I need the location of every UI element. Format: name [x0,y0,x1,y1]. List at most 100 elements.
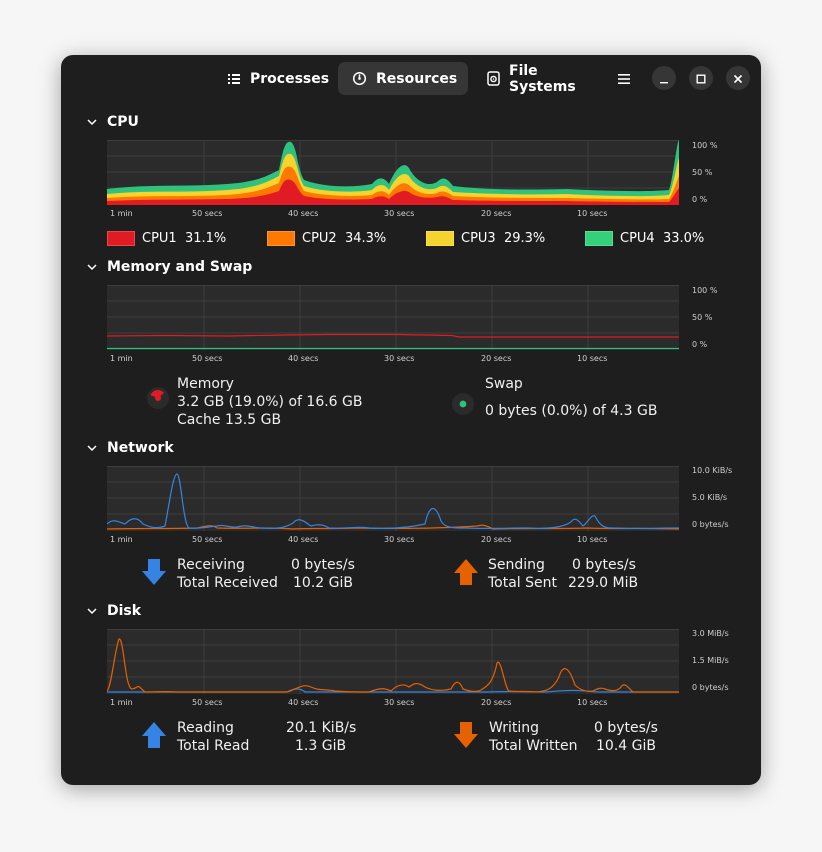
writing-label: Writing [489,720,539,736]
arrow-up-icon[interactable] [453,558,479,590]
network-section-toggle[interactable]: Network [87,440,174,456]
sending-values: 0 bytes/s 229.0 MiB [568,556,638,592]
minimize-button[interactable] [652,66,676,90]
swap-label: Swap [485,376,523,392]
memory-x-tick: 10 secs [577,354,608,363]
disk-graph [107,629,679,694]
tab-label: File Systems [509,62,576,95]
memory-y-tick: 0 % [692,340,708,349]
cpu-legend-cpu1: CPU1 31.1% [107,231,226,246]
tab-file-systems[interactable]: File Systems [473,62,603,95]
writing-value: 0 bytes/s [594,720,658,736]
memory-section-toggle[interactable]: Memory and Swap [87,259,252,275]
chevron-down-icon [87,259,97,275]
memory-pie-icon[interactable] [146,386,170,414]
network-y-tick: 5.0 KiB/s [692,493,728,502]
network-x-tick: 30 secs [384,535,415,544]
cpu-legend-value: 29.3% [503,231,546,246]
cpu-legend-name: CPU4 [620,231,655,246]
cpu-legend-name: CPU3 [461,231,496,246]
memory-y-tick: 100 % [692,286,718,295]
total-written-value: 10.4 GiB [596,738,656,754]
sending-labels: Sending Total Sent [488,556,557,592]
cpu-graph-canvas [107,140,679,205]
swap-info: Swap 0 bytes (0.0%) of 4.3 GB [485,375,657,420]
main-menu-button[interactable] [612,66,636,90]
receiving-values: 0 bytes/s 10.2 GiB [291,556,355,592]
swap-pie-icon[interactable] [451,392,475,420]
maximize-button[interactable] [689,66,713,90]
total-sent-label: Total Sent [488,575,558,591]
receiving-labels: Receiving Total Received [177,556,278,592]
disk-y-tick: 3.0 MiB/s [692,629,729,638]
cpu-section-title: CPU [107,114,139,130]
receiving-label: Receiving [177,557,245,573]
receiving-value: 0 bytes/s [291,557,355,573]
cpu2-series [107,166,679,205]
reading-values: 20.1 KiB/s 1.3 GiB [286,719,356,755]
reading-value: 20.1 KiB/s [286,720,357,736]
cpu-x-tick: 30 secs [384,209,415,218]
gauge-icon [352,71,367,86]
network-received-line [107,473,679,530]
arrow-down-icon[interactable] [141,558,167,590]
memory-used: 3.2 GB (19.0%) of 16.6 GB [177,394,363,410]
header-bar: Processes Resources File Systems [61,55,761,101]
cpu-legend-cpu2: CPU2 34.3% [267,231,386,246]
total-read-label: Total Read [177,738,250,754]
sending-value: 0 bytes/s [572,557,636,573]
memory-y-tick: 50 % [692,313,713,322]
disk-section-toggle[interactable]: Disk [87,603,141,619]
list-icon [227,72,241,86]
memory-label: Memory [177,376,234,392]
cpu-legend-name: CPU2 [302,231,337,246]
cpu-graph [107,140,679,205]
chevron-down-icon [87,603,97,619]
tab-processes[interactable]: Processes [213,62,330,95]
arrow-down-icon[interactable] [453,721,479,753]
cpu1-series [107,179,679,205]
memory-x-tick: 30 secs [384,354,415,363]
cpu-legend-value: 34.3% [344,231,387,246]
network-section-title: Network [107,440,174,456]
memory-graph [107,285,679,350]
reading-label: Reading [177,720,234,736]
total-received-value: 10.2 GiB [293,575,353,591]
minimize-icon [659,69,669,88]
disk-x-tick: 40 secs [288,698,319,707]
cpu-x-tick: 10 secs [577,209,608,218]
close-button[interactable] [726,66,750,90]
network-y-tick: 0 bytes/s [692,520,729,529]
tab-label: Processes [250,70,330,87]
cpu-legend-name: CPU1 [142,231,177,246]
cpu3-color-swatch[interactable] [426,231,454,246]
chevron-down-icon [87,440,97,456]
cpu-legend-value: 33.0% [662,231,705,246]
network-x-tick: 40 secs [288,535,319,544]
disk-write-line [107,638,679,693]
memory-info: Memory 3.2 GB (19.0%) of 16.6 GB Cache 1… [177,375,363,429]
cpu-y-tick: 100 % [692,141,718,150]
cpu-y-tick: 50 % [692,168,713,177]
network-x-tick: 1 min [110,535,133,544]
arrow-up-icon[interactable] [141,721,167,753]
maximize-icon [696,69,706,88]
cpu-section-toggle[interactable]: CPU [87,114,139,130]
disk-x-tick: 10 secs [577,698,608,707]
sending-label: Sending [488,557,545,573]
disk-x-tick: 50 secs [192,698,223,707]
memory-x-tick: 40 secs [288,354,319,363]
cpu1-color-swatch[interactable] [107,231,135,246]
cpu-x-tick: 50 secs [192,209,223,218]
network-x-tick: 50 secs [192,535,223,544]
cpu-legend-cpu3: CPU3 29.3% [426,231,545,246]
network-sent-line [107,524,679,530]
disk-x-tick: 30 secs [384,698,415,707]
close-icon [733,69,743,88]
memory-usage-line [107,333,679,338]
tab-resources[interactable]: Resources [338,62,468,95]
cpu2-color-swatch[interactable] [267,231,295,246]
cpu4-color-swatch[interactable] [585,231,613,246]
disk-y-tick: 1.5 MiB/s [692,656,729,665]
cpu-legend-value: 31.1% [184,231,227,246]
